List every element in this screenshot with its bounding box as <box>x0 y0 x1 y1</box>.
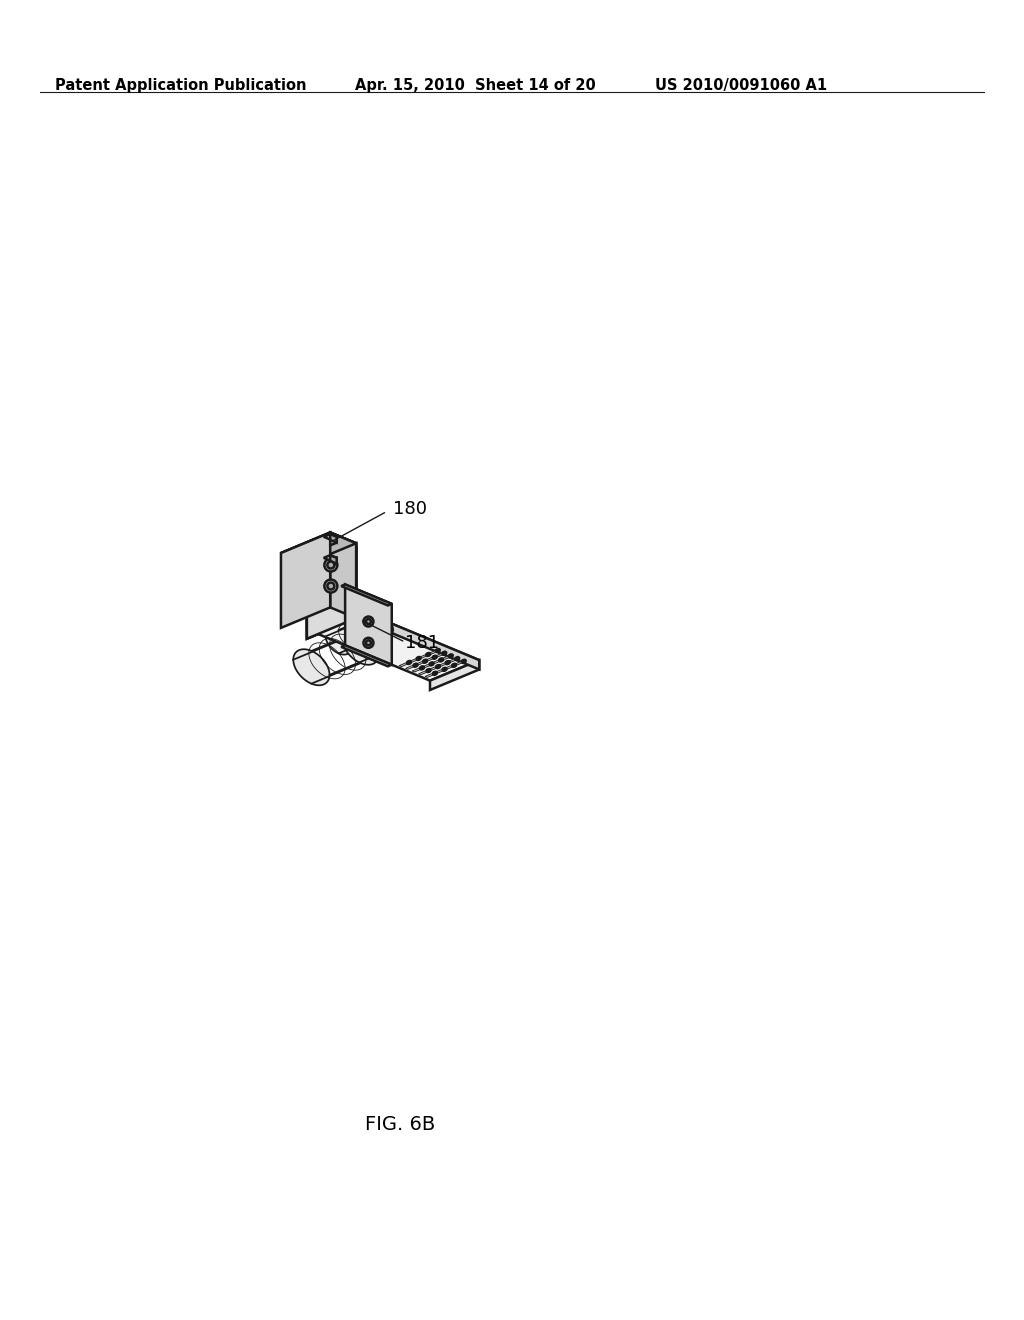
Polygon shape <box>330 532 356 618</box>
Polygon shape <box>281 532 356 564</box>
Polygon shape <box>281 532 356 564</box>
Polygon shape <box>444 665 455 669</box>
Circle shape <box>456 656 460 660</box>
Circle shape <box>364 638 374 648</box>
Polygon shape <box>431 660 441 664</box>
Circle shape <box>461 660 465 664</box>
Polygon shape <box>434 669 444 673</box>
Circle shape <box>453 663 457 667</box>
Text: Patent Application Publication: Patent Application Publication <box>55 78 306 92</box>
Polygon shape <box>412 668 422 672</box>
Polygon shape <box>307 548 356 639</box>
Circle shape <box>325 579 337 593</box>
Circle shape <box>426 653 429 656</box>
Polygon shape <box>341 645 392 667</box>
Polygon shape <box>342 628 379 665</box>
Circle shape <box>455 657 459 661</box>
Circle shape <box>366 619 371 624</box>
Circle shape <box>434 672 437 675</box>
Circle shape <box>463 659 466 663</box>
Circle shape <box>328 582 335 590</box>
Polygon shape <box>409 659 419 663</box>
Circle shape <box>416 657 420 660</box>
Polygon shape <box>419 655 428 659</box>
Circle shape <box>452 664 456 668</box>
Polygon shape <box>293 649 330 685</box>
Circle shape <box>424 659 428 663</box>
Polygon shape <box>428 651 438 655</box>
Text: FIG. 6B: FIG. 6B <box>365 1115 435 1134</box>
Polygon shape <box>430 660 479 690</box>
Circle shape <box>449 655 452 657</box>
Polygon shape <box>330 532 356 618</box>
Polygon shape <box>447 659 458 663</box>
Circle shape <box>436 648 440 652</box>
Circle shape <box>443 651 446 655</box>
Text: 181: 181 <box>404 634 438 652</box>
Circle shape <box>415 663 418 667</box>
Circle shape <box>446 660 451 664</box>
Circle shape <box>435 665 439 669</box>
Polygon shape <box>406 665 416 669</box>
Polygon shape <box>324 535 337 540</box>
Circle shape <box>418 656 421 660</box>
Circle shape <box>426 669 430 673</box>
Circle shape <box>429 663 433 667</box>
Polygon shape <box>428 667 438 671</box>
Polygon shape <box>415 661 425 665</box>
Polygon shape <box>425 657 435 661</box>
Polygon shape <box>419 671 429 675</box>
Polygon shape <box>438 663 447 667</box>
Circle shape <box>413 664 417 668</box>
Polygon shape <box>324 556 337 561</box>
Circle shape <box>435 649 439 652</box>
Circle shape <box>437 664 440 668</box>
Polygon shape <box>330 537 337 545</box>
Polygon shape <box>368 611 393 638</box>
Circle shape <box>408 660 412 664</box>
Circle shape <box>407 661 411 664</box>
Polygon shape <box>326 628 351 655</box>
Circle shape <box>364 616 374 627</box>
Circle shape <box>366 640 371 645</box>
Polygon shape <box>281 532 330 628</box>
Polygon shape <box>356 609 479 669</box>
Circle shape <box>432 672 436 676</box>
Polygon shape <box>330 535 337 543</box>
Circle shape <box>430 661 434 665</box>
Text: US 2010/0091060 A1: US 2010/0091060 A1 <box>655 78 827 92</box>
Circle shape <box>442 668 445 672</box>
Circle shape <box>433 655 437 659</box>
Polygon shape <box>422 664 432 668</box>
Circle shape <box>427 652 431 656</box>
Polygon shape <box>307 544 356 639</box>
Polygon shape <box>399 663 410 667</box>
Text: Apr. 15, 2010  Sheet 14 of 20: Apr. 15, 2010 Sheet 14 of 20 <box>355 78 596 92</box>
Circle shape <box>325 558 337 572</box>
Polygon shape <box>434 653 444 657</box>
Circle shape <box>443 667 446 671</box>
Polygon shape <box>307 544 356 639</box>
Circle shape <box>445 661 449 665</box>
Circle shape <box>423 660 426 663</box>
Circle shape <box>440 657 443 661</box>
Polygon shape <box>307 548 356 630</box>
Polygon shape <box>425 673 435 677</box>
Circle shape <box>328 561 335 569</box>
Polygon shape <box>341 585 392 606</box>
Circle shape <box>427 668 431 672</box>
Circle shape <box>441 652 445 655</box>
Circle shape <box>420 667 423 671</box>
Circle shape <box>421 665 424 669</box>
Circle shape <box>450 653 454 657</box>
Polygon shape <box>307 609 479 681</box>
Circle shape <box>438 659 442 661</box>
Text: 180: 180 <box>393 500 427 519</box>
Polygon shape <box>345 585 392 665</box>
Polygon shape <box>330 558 337 566</box>
Polygon shape <box>330 556 337 564</box>
Circle shape <box>432 656 436 659</box>
Polygon shape <box>454 661 464 665</box>
Polygon shape <box>441 656 451 660</box>
